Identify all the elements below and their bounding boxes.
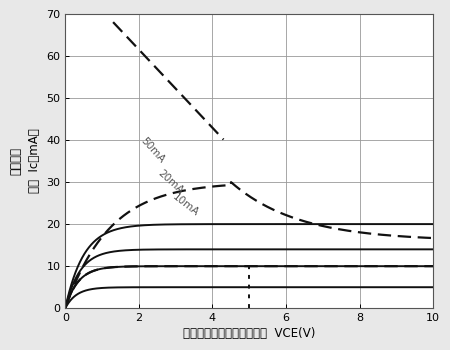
Y-axis label: コレクタ
電流  Ic（mA）: コレクタ 電流 Ic（mA） — [10, 128, 40, 193]
Text: 50mA: 50mA — [139, 136, 166, 165]
Text: 20mA: 20mA — [155, 168, 184, 196]
Text: 10mA: 10mA — [170, 192, 200, 218]
X-axis label: コレクタ・エミッタ間電圧  VCE(V): コレクタ・エミッタ間電圧 VCE(V) — [183, 327, 315, 340]
